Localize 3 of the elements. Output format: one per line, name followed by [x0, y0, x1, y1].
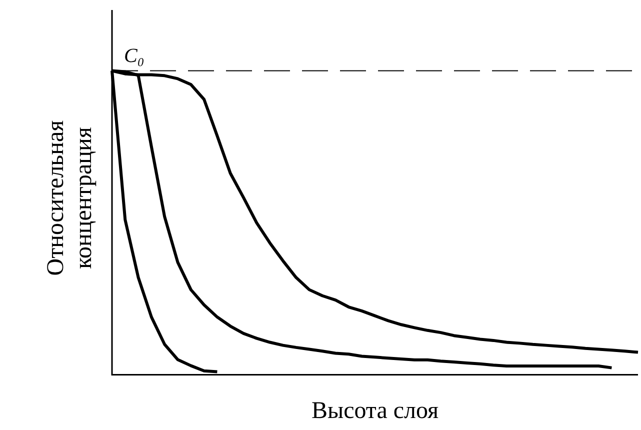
ref-line-label: C₀ — [124, 45, 144, 68]
y-axis-title: Относительная концентрация — [42, 119, 98, 278]
x-axis-title: Высота слоя — [311, 398, 439, 424]
